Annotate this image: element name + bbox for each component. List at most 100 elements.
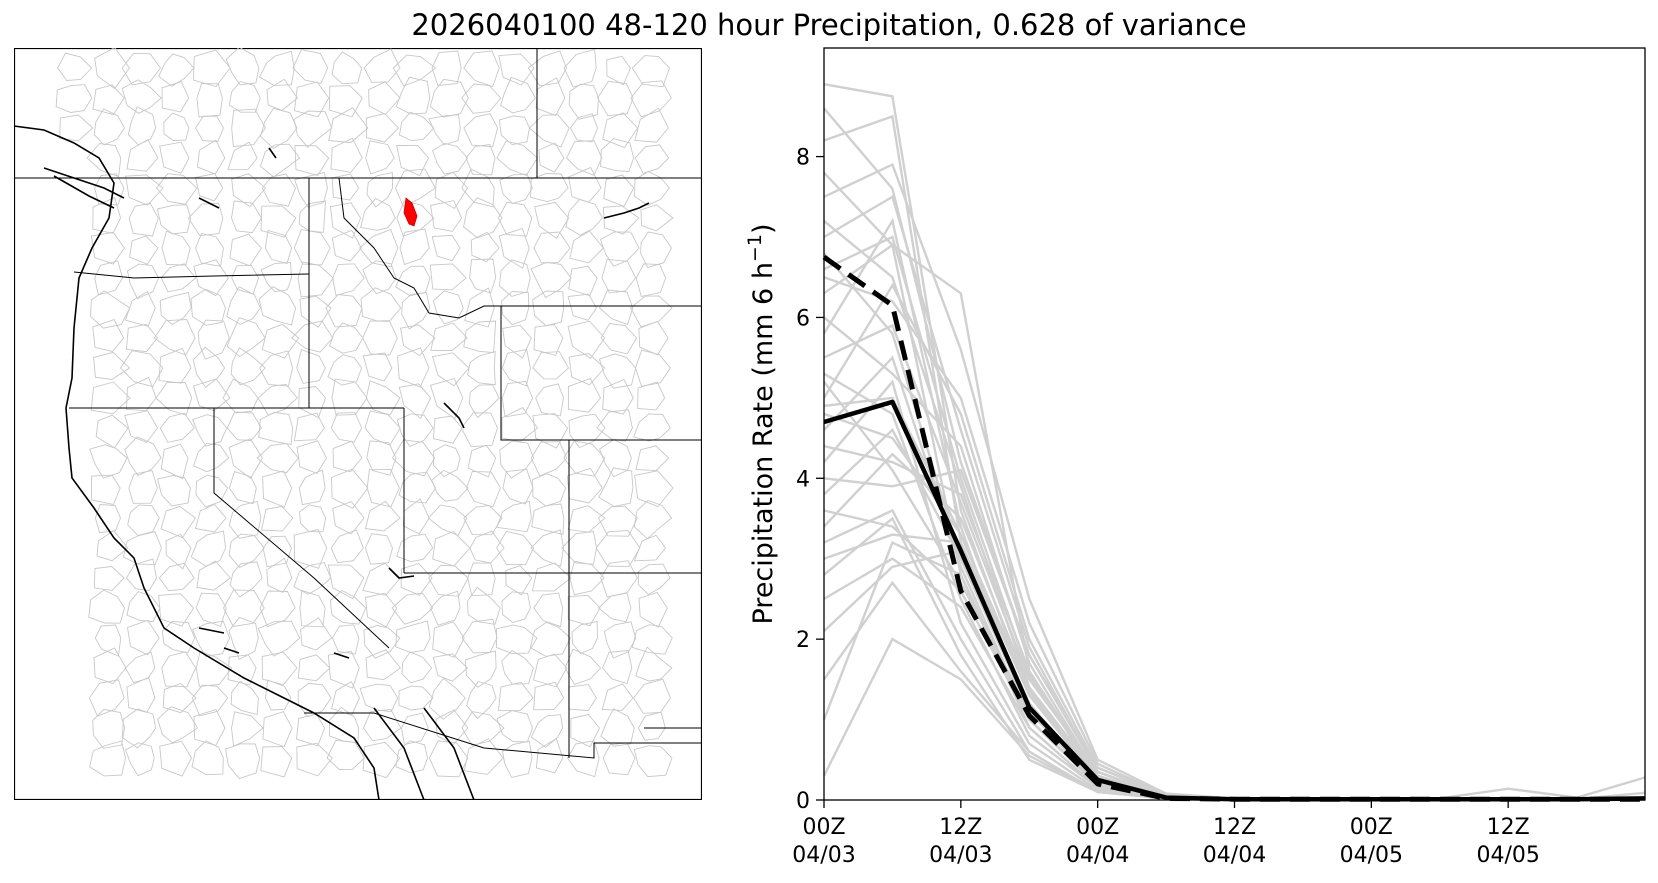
lake-bc bbox=[268, 147, 277, 159]
basin-outline bbox=[231, 200, 262, 234]
basin-outline bbox=[266, 78, 299, 111]
basin-outline bbox=[298, 200, 327, 233]
basin-outline bbox=[429, 78, 469, 118]
basin-outline bbox=[88, 589, 125, 624]
basin-outline bbox=[564, 648, 602, 685]
highlighted-basin bbox=[403, 197, 418, 227]
ensemble-line-7 bbox=[823, 194, 1645, 801]
basin-outline bbox=[569, 230, 605, 264]
basin-outline bbox=[362, 741, 401, 779]
basin-outline bbox=[529, 621, 571, 657]
basin-outline bbox=[121, 52, 162, 86]
basin-outline bbox=[599, 289, 634, 326]
basin-outline bbox=[125, 323, 159, 353]
basin-outline bbox=[430, 200, 463, 232]
basin-outline bbox=[195, 115, 225, 142]
basin-outline bbox=[631, 624, 673, 655]
basin-outline bbox=[465, 144, 496, 176]
basin-outline bbox=[92, 196, 121, 234]
x-axis: 00Z 04/03 12Z 04/03 00Z 04/04 12Z 04/04 00Z 04/05… bbox=[792, 800, 1540, 868]
puget-sound bbox=[43, 167, 125, 209]
basin-outline bbox=[258, 411, 294, 446]
basin-outline bbox=[293, 110, 333, 148]
basin-outline bbox=[159, 291, 192, 326]
basin-outline bbox=[434, 171, 469, 210]
basin-outline bbox=[360, 287, 402, 322]
basin-outline bbox=[398, 111, 435, 142]
basin-outline bbox=[366, 468, 400, 508]
basin-outline bbox=[430, 590, 461, 626]
state-borders bbox=[14, 48, 701, 759]
basin-outline bbox=[331, 468, 369, 509]
basin-outline bbox=[501, 650, 534, 685]
basin-outline bbox=[534, 201, 570, 240]
basin-outline bbox=[256, 442, 299, 474]
x-tick-label: 04/04 bbox=[1203, 843, 1266, 868]
basin-outline bbox=[362, 320, 398, 356]
basin-outline bbox=[635, 349, 671, 387]
basin-outline bbox=[362, 562, 401, 596]
basin-outline bbox=[595, 530, 641, 568]
basin-outline bbox=[396, 533, 434, 563]
basin-outline bbox=[231, 108, 266, 147]
basin-outline bbox=[501, 407, 539, 443]
basin-outline bbox=[567, 320, 606, 360]
basin-outline bbox=[124, 290, 156, 327]
basin-outline bbox=[366, 440, 397, 476]
basin-outline bbox=[363, 48, 401, 83]
basin-outline bbox=[428, 740, 469, 778]
basin-outline bbox=[601, 683, 634, 711]
x-tick-label: 04/03 bbox=[792, 843, 855, 868]
basin-outline bbox=[94, 173, 125, 206]
basin-outline bbox=[569, 560, 605, 596]
basin-outline bbox=[602, 112, 639, 149]
basin-outline bbox=[634, 470, 674, 508]
basin-outline bbox=[496, 500, 532, 533]
basin-outline bbox=[638, 320, 669, 356]
basin-outline bbox=[225, 48, 260, 86]
basin-outline bbox=[600, 138, 635, 172]
basin-outline bbox=[427, 504, 468, 537]
basin-outline bbox=[95, 414, 129, 449]
x-tick-label: 00Z bbox=[802, 815, 845, 840]
basin-outline bbox=[530, 529, 564, 567]
y-axis-label-sup: −1 bbox=[744, 234, 766, 262]
basin-outline bbox=[501, 291, 530, 326]
salton-sea bbox=[333, 652, 350, 659]
basin-outline bbox=[463, 738, 504, 775]
basin-outline bbox=[466, 680, 497, 719]
basin-outline bbox=[365, 649, 402, 681]
basin-outline bbox=[298, 386, 327, 419]
channel-islands bbox=[198, 627, 240, 654]
basin-outline bbox=[635, 263, 667, 298]
ensemble-line-5 bbox=[823, 162, 1645, 801]
baja-coast bbox=[373, 707, 425, 800]
basin-outline bbox=[530, 172, 569, 202]
basin-outline bbox=[600, 323, 638, 355]
basin-outline bbox=[531, 562, 572, 592]
basin-outline bbox=[124, 436, 162, 476]
basin-outline bbox=[502, 740, 533, 778]
basin-outline bbox=[88, 679, 125, 717]
basin-outline bbox=[93, 566, 125, 591]
basin-outline bbox=[606, 55, 631, 86]
y-axis-label-end: ) bbox=[748, 224, 779, 235]
basin-outline bbox=[395, 76, 431, 115]
basin-outline bbox=[401, 292, 431, 330]
basin-outline bbox=[222, 589, 265, 627]
ensemble-line-18 bbox=[823, 444, 1645, 801]
basin-outline bbox=[566, 467, 603, 504]
mexico-border bbox=[304, 712, 701, 759]
basin-outline bbox=[531, 503, 565, 535]
basin-outline bbox=[633, 499, 673, 540]
basin-outline bbox=[94, 504, 121, 534]
basin-outline bbox=[535, 383, 564, 417]
basin-outline bbox=[359, 228, 399, 268]
basin-outline bbox=[561, 530, 597, 565]
basin-outline bbox=[332, 263, 365, 296]
basin-outline bbox=[467, 586, 501, 625]
basin-outline bbox=[538, 142, 565, 173]
basin-outline bbox=[121, 708, 157, 749]
basin-outline bbox=[567, 505, 606, 533]
